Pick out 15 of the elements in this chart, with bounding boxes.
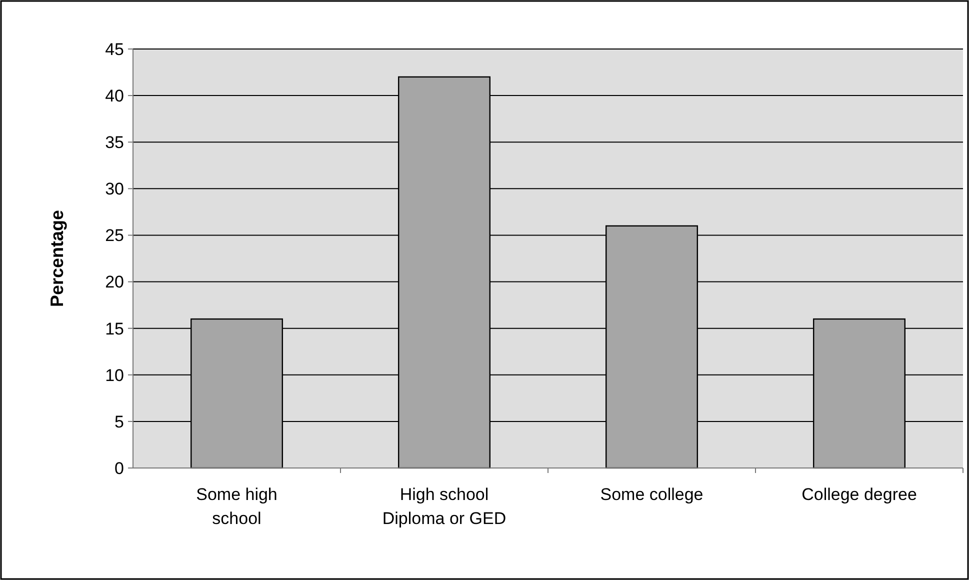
- y-tick-label: 5: [114, 412, 124, 432]
- y-tick-label: 15: [105, 319, 124, 338]
- y-tick-label: 20: [105, 272, 124, 292]
- x-tick-label: High school Diploma or GED: [382, 485, 506, 528]
- x-tick-label: Some high school: [196, 485, 278, 528]
- y-axis-title: Percentage: [47, 210, 67, 308]
- y-tick-label: 10: [105, 366, 124, 385]
- x-tick-label: Some college: [600, 485, 704, 504]
- y-tick-label: 25: [105, 226, 124, 246]
- y-tick-label: 35: [105, 133, 124, 152]
- y-tick-label: 40: [105, 86, 124, 106]
- y-tick-label: 30: [105, 180, 124, 199]
- y-tick-label: 45: [105, 40, 124, 59]
- x-tick-label: College degree: [802, 485, 917, 504]
- y-tick-label: 0: [114, 458, 124, 478]
